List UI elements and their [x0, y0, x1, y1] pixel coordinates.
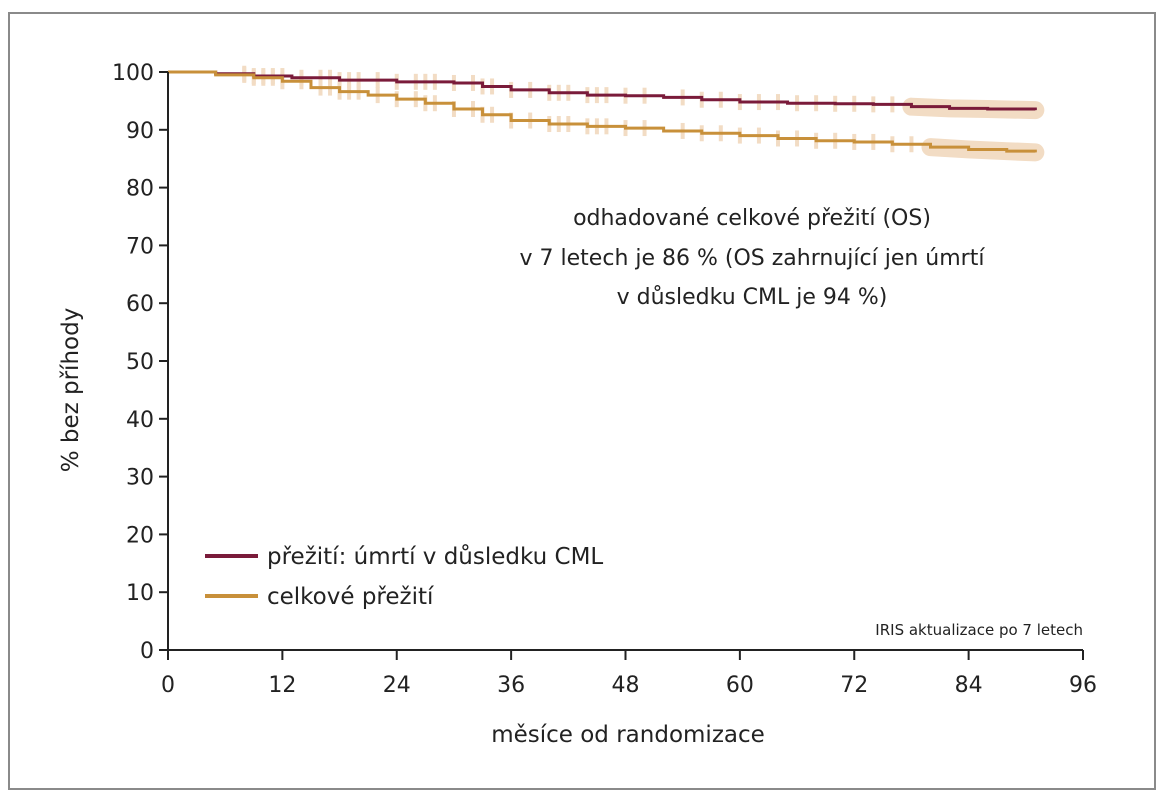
y-tick-label: 50	[126, 350, 154, 375]
annotation-line-2: v 7 letech je 86 % (OS zahrnující jen úm…	[520, 246, 986, 271]
y-tick-label: 20	[126, 523, 154, 548]
x-axis-title: měsíce od randomizace	[491, 722, 765, 748]
y-tick-label: 30	[126, 466, 154, 491]
y-tick-label: 70	[126, 234, 154, 259]
y-tick-label: 0	[140, 639, 154, 664]
annotation-line-3: v důsledku CML je 94 %)	[617, 285, 888, 310]
y-tick-label: 40	[126, 408, 154, 433]
y-tick-label: 90	[126, 119, 154, 144]
x-tick-label: 48	[612, 673, 640, 698]
y-tick-label: 10	[126, 581, 154, 606]
annotation-line-1: odhadované celkové přežití (OS)	[573, 206, 931, 231]
ticks-layer: 0 10 20 30 40 50 60 70 80 90 100 0 12 24 36 48 60 72 84 96	[112, 61, 1097, 698]
source-note: IRIS aktualizace po 7 letech	[875, 621, 1083, 639]
x-tick-label: 36	[497, 673, 525, 698]
x-tick-label: 84	[955, 673, 983, 698]
y-axis-title: % bez příhody	[58, 308, 84, 473]
legend-label-overall: celkové přežití	[267, 584, 434, 610]
series-line-1	[168, 70, 1037, 153]
x-tick-label: 72	[840, 673, 868, 698]
x-tick-label: 12	[268, 673, 296, 698]
series-layer	[168, 70, 1037, 153]
series-line-0	[168, 70, 1037, 111]
y-tick-label: 100	[112, 61, 154, 86]
x-tick-label: 24	[383, 673, 411, 698]
y-tick-label: 80	[126, 177, 154, 202]
y-tick-label: 60	[126, 292, 154, 317]
legend-label-cml: přežití: úmrtí v důsledku CML	[267, 543, 603, 570]
x-tick-label: 60	[726, 673, 754, 698]
x-tick-label: 96	[1069, 673, 1097, 698]
x-tick-label: 0	[161, 673, 175, 698]
